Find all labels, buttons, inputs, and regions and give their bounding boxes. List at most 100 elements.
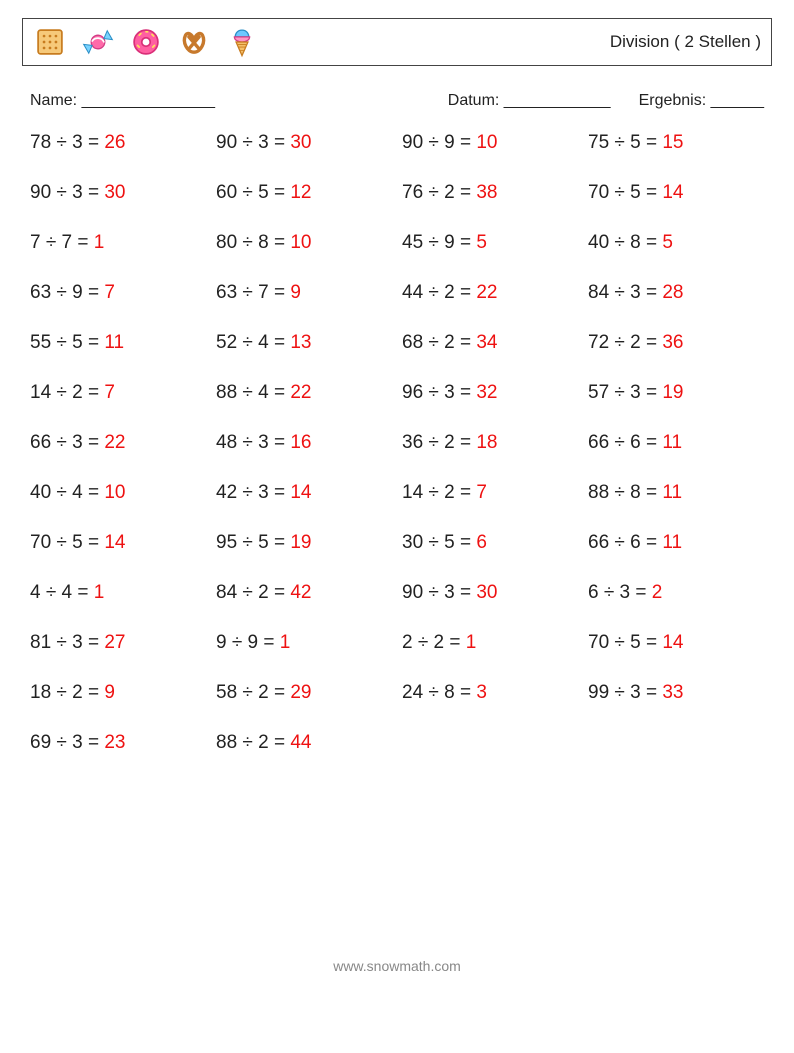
answer: 19 (290, 532, 311, 553)
problem-cell: 14 ÷ 2 = 7 (402, 468, 578, 518)
answer: 1 (94, 582, 105, 603)
answer: 38 (476, 182, 497, 203)
answer: 10 (476, 132, 497, 153)
problem-cell: 88 ÷ 8 = 11 (588, 468, 764, 518)
problem-cell: 72 ÷ 2 = 36 (588, 318, 764, 368)
pretzel-icon (177, 25, 211, 59)
problem-cell: 76 ÷ 2 = 38 (402, 168, 578, 218)
problem-cell: 66 ÷ 3 = 22 (30, 418, 206, 468)
answer: 28 (662, 282, 683, 303)
problem-cell: 81 ÷ 3 = 27 (30, 618, 206, 668)
name-label: Name: _______________ (30, 92, 215, 110)
problem-cell: 55 ÷ 5 = 11 (30, 318, 206, 368)
answer: 3 (476, 682, 487, 703)
problem-cell: 40 ÷ 8 = 5 (588, 218, 764, 268)
problem-cell: 75 ÷ 5 = 15 (588, 118, 764, 168)
problem-cell: 84 ÷ 2 = 42 (216, 568, 392, 618)
problem-cell: 40 ÷ 4 = 10 (30, 468, 206, 518)
info-line: Name: _______________ Datum: ___________… (30, 92, 764, 110)
answer: 22 (290, 382, 311, 403)
icecream-icon (225, 25, 259, 59)
answer: 11 (662, 482, 682, 503)
cracker-icon (33, 25, 67, 59)
result-label: Ergebnis: ______ (639, 92, 764, 110)
problem-cell: 70 ÷ 5 = 14 (588, 618, 764, 668)
answer: 33 (662, 682, 683, 703)
answer: 16 (290, 432, 311, 453)
answer: 14 (662, 632, 683, 653)
problem-cell: 69 ÷ 3 = 23 (30, 718, 206, 768)
problem-cell: 24 ÷ 8 = 3 (402, 668, 578, 718)
problem-cell: 90 ÷ 3 = 30 (402, 568, 578, 618)
worksheet-title: Division ( 2 Stellen ) (610, 32, 761, 52)
problem-cell: 6 ÷ 3 = 2 (588, 568, 764, 618)
problem-cell: 90 ÷ 3 = 30 (216, 118, 392, 168)
answer: 9 (290, 282, 301, 303)
answer: 12 (290, 182, 311, 203)
problem-cell: 96 ÷ 3 = 32 (402, 368, 578, 418)
answer: 22 (104, 432, 125, 453)
problem-cell: 36 ÷ 2 = 18 (402, 418, 578, 468)
footer-url: www.snowmath.com (22, 958, 772, 994)
answer: 18 (476, 432, 497, 453)
answer: 5 (662, 232, 673, 253)
problem-cell: 4 ÷ 4 = 1 (30, 568, 206, 618)
worksheet-page: Division ( 2 Stellen ) Name: ___________… (0, 0, 794, 994)
problem-cell: 88 ÷ 2 = 44 (216, 718, 392, 768)
problem-cell: 66 ÷ 6 = 11 (588, 418, 764, 468)
problem-cell: 9 ÷ 9 = 1 (216, 618, 392, 668)
answer: 30 (476, 582, 497, 603)
answer: 11 (104, 332, 124, 353)
problem-cell: 70 ÷ 5 = 14 (588, 168, 764, 218)
answer: 11 (662, 432, 682, 453)
answer: 14 (104, 532, 125, 553)
problem-cell: 63 ÷ 9 = 7 (30, 268, 206, 318)
problem-cell: 95 ÷ 5 = 19 (216, 518, 392, 568)
problem-cell: 58 ÷ 2 = 29 (216, 668, 392, 718)
problem-cell: 30 ÷ 5 = 6 (402, 518, 578, 568)
problem-cell: 52 ÷ 4 = 13 (216, 318, 392, 368)
answer: 7 (104, 382, 115, 403)
answer: 14 (662, 182, 683, 203)
answer: 9 (104, 682, 115, 703)
answer: 5 (476, 232, 487, 253)
problem-cell: 2 ÷ 2 = 1 (402, 618, 578, 668)
answer: 19 (662, 382, 683, 403)
problem-cell: 99 ÷ 3 = 33 (588, 668, 764, 718)
answer: 1 (466, 632, 477, 653)
answer: 42 (290, 582, 311, 603)
answer: 30 (290, 132, 311, 153)
problem-cell: 68 ÷ 2 = 34 (402, 318, 578, 368)
problem-cell: 90 ÷ 9 = 10 (402, 118, 578, 168)
date-label: Datum: ____________ (448, 92, 611, 110)
answer: 6 (476, 532, 487, 553)
problem-cell: 42 ÷ 3 = 14 (216, 468, 392, 518)
problem-cell: 57 ÷ 3 = 19 (588, 368, 764, 418)
candy-icon (81, 25, 115, 59)
answer: 27 (104, 632, 125, 653)
problem-cell: 66 ÷ 6 = 11 (588, 518, 764, 568)
answer: 26 (104, 132, 125, 153)
problem-cell: 80 ÷ 8 = 10 (216, 218, 392, 268)
problem-cell: 7 ÷ 7 = 1 (30, 218, 206, 268)
answer: 32 (476, 382, 497, 403)
answer: 29 (290, 682, 311, 703)
header-box: Division ( 2 Stellen ) (22, 18, 772, 66)
problem-cell: 88 ÷ 4 = 22 (216, 368, 392, 418)
answer: 10 (104, 482, 125, 503)
answer: 22 (476, 282, 497, 303)
problem-cell: 18 ÷ 2 = 9 (30, 668, 206, 718)
answer: 2 (652, 582, 663, 603)
problem-cell: 84 ÷ 3 = 28 (588, 268, 764, 318)
answer: 15 (662, 132, 683, 153)
problem-cell: 48 ÷ 3 = 16 (216, 418, 392, 468)
problems-grid: 78 ÷ 3 = 2690 ÷ 3 = 3090 ÷ 9 = 1075 ÷ 5 … (22, 118, 772, 768)
answer: 14 (290, 482, 311, 503)
answer: 30 (104, 182, 125, 203)
answer: 1 (280, 632, 291, 653)
answer: 34 (476, 332, 497, 353)
donut-icon (129, 25, 163, 59)
answer: 7 (476, 482, 487, 503)
problem-cell: 45 ÷ 9 = 5 (402, 218, 578, 268)
problem-cell: 14 ÷ 2 = 7 (30, 368, 206, 418)
